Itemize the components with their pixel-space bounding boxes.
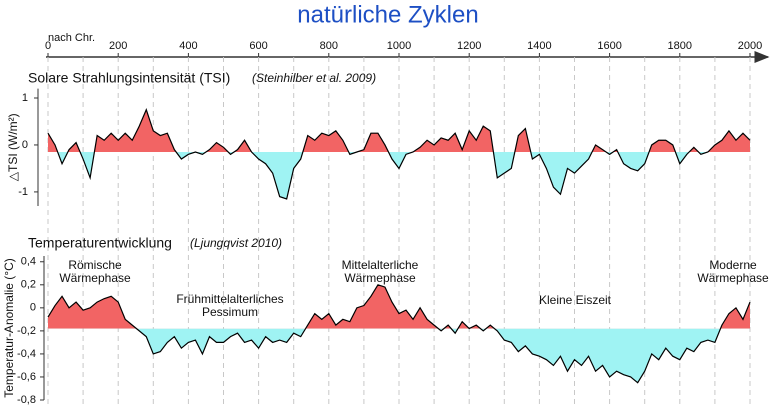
annotation: Mittelalterliche [342, 258, 419, 272]
x-tick-label: 400 [179, 40, 197, 52]
annotation: Wärmephase [697, 271, 769, 285]
x-tick-label: 2000 [738, 40, 762, 52]
y-tick-label: 1 [22, 92, 28, 104]
annotation: Wärmephase [59, 271, 131, 285]
y-tick-label: 0,2 [21, 279, 36, 291]
y-tick-label: -0,8 [17, 394, 36, 406]
x-tick-label: 1200 [457, 40, 481, 52]
x-tick-label: 200 [109, 40, 127, 52]
y-tick-label: -0,6 [17, 371, 36, 383]
annotation: Kleine Eiszeit [539, 293, 612, 307]
y-tick-label: -1 [18, 186, 28, 198]
x-tick-label: 800 [320, 40, 338, 52]
line [47, 108, 751, 200]
x-tick-label: 0 [45, 40, 51, 52]
y-tick-label: -0,2 [17, 325, 36, 337]
y-tick-label: 0 [30, 302, 36, 314]
annotation: Pessimum [202, 305, 258, 319]
area-above [48, 109, 750, 152]
area-below [48, 328, 750, 383]
area-below [57, 151, 708, 199]
y-tick-label: 0,4 [21, 256, 36, 268]
panel-source: (Steinhilber et al. 2009) [252, 71, 376, 85]
x-tick-label: 600 [249, 40, 267, 52]
y-axis-label: Temperatur-Anomalie (°C) [2, 258, 16, 398]
y-tick-label: -0,4 [17, 348, 36, 360]
x-tick-label: 1400 [527, 40, 551, 52]
panel-title: Solare Strahlungsintensität (TSI) [28, 70, 230, 86]
x-tick-label: 1600 [597, 40, 621, 52]
annotation: Frühmittelalterliches [176, 292, 283, 306]
annotation: Wärmephase [344, 271, 416, 285]
x-tick-label: 1000 [387, 40, 411, 52]
line [47, 284, 751, 384]
panel-title: Temperaturentwicklung [28, 235, 172, 251]
panel-source: (Ljungqvist 2010) [190, 236, 282, 250]
y-axis-label: △TSI (W/m²) [6, 113, 20, 181]
page-title: natürliche Zyklen [297, 1, 478, 28]
area-above [48, 284, 750, 329]
annotation: Moderne [709, 258, 757, 272]
x-axis-label: nach Chr. [48, 32, 95, 44]
x-tick-label: 1800 [668, 40, 692, 52]
annotation: Römische [68, 258, 122, 272]
y-tick-label: 0 [22, 139, 28, 151]
